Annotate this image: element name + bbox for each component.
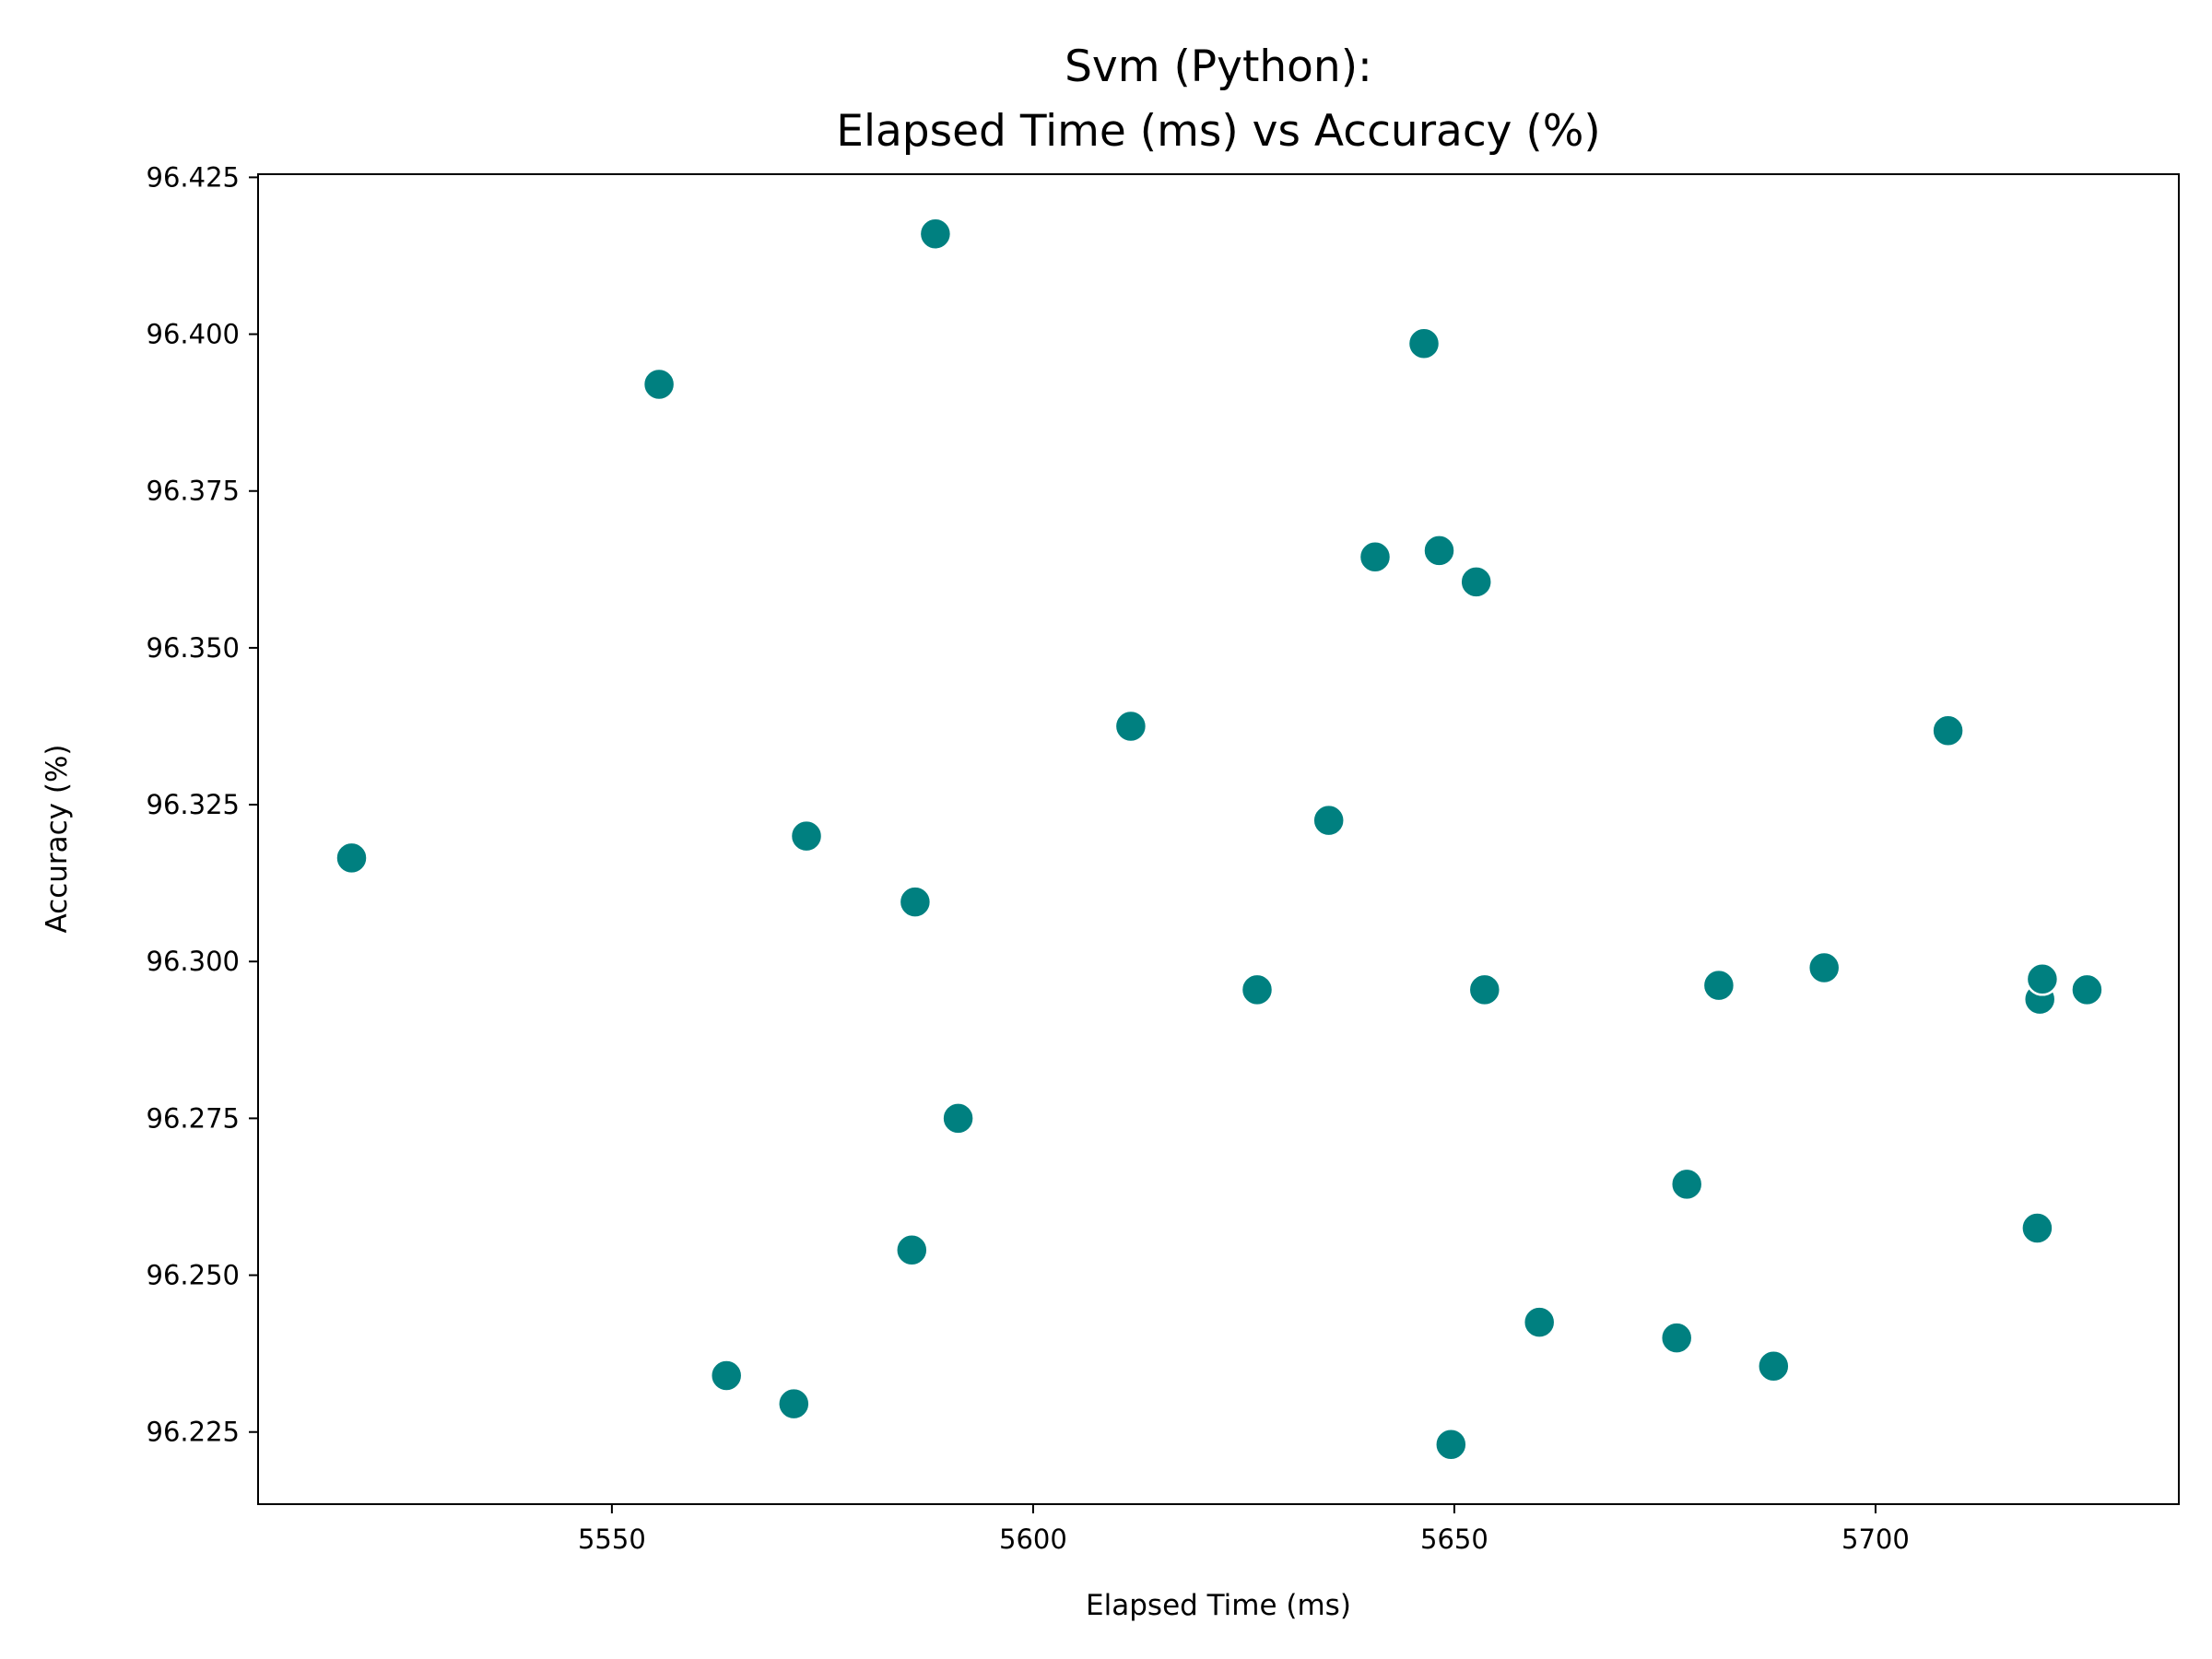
y-tick-label: 96.350 [147,632,240,664]
x-axis-label: Elapsed Time (ms) [1086,1589,1351,1622]
x-tick-label: 5600 [999,1524,1067,1555]
data-point [335,841,369,876]
x-tick-label: 5550 [578,1524,646,1555]
data-point [641,367,677,402]
data-point [789,818,824,853]
data-point [895,1233,929,1267]
y-tick-label: 96.250 [147,1260,240,1291]
data-point [1406,326,1441,361]
y-axis: 96.225 96.250 96.275 96.300 96.325 96.350 96.3… [147,161,258,1448]
data-point [1701,968,1736,1003]
data-point [1434,1428,1468,1462]
data-point [941,1101,975,1135]
data-point [777,1386,811,1421]
x-tick-label: 5650 [1420,1524,1488,1555]
y-tick-label: 96.300 [147,946,240,977]
data-point [1467,972,1502,1007]
data-point [1422,534,1456,568]
x-tick-label: 5700 [1841,1524,1910,1555]
y-tick-label: 96.425 [147,161,240,193]
data-point [2025,962,2060,996]
data-point [1522,1305,1557,1339]
data-point [1931,713,1965,747]
data-point [898,885,933,919]
data-point [1312,803,1346,838]
data-points [335,217,2104,1462]
y-tick-label: 96.325 [147,789,240,820]
data-point [1659,1321,1694,1355]
data-point [2070,972,2104,1007]
data-point [1113,709,1148,744]
data-point [1358,539,1393,574]
chart-title-line-2: Elapsed Time (ms) vs Accuracy (%) [836,106,1601,157]
y-tick-label: 96.400 [147,319,240,350]
data-point [1806,950,1841,985]
data-point [918,217,953,251]
data-point [709,1359,744,1393]
x-axis: 5550 5600 5650 5700 [578,1504,1910,1555]
y-tick-label: 96.225 [147,1417,240,1448]
data-point [1459,565,1493,599]
chart-title-line-1: Svm (Python): [1065,41,1372,92]
plot-frame [257,173,2180,1505]
y-axis-label: Accuracy (%) [41,744,74,933]
data-point [1669,1167,1704,1202]
y-tick-label: 96.275 [147,1102,240,1134]
data-point [2020,1211,2054,1245]
data-point [1757,1349,1791,1383]
data-point [1240,972,1275,1007]
y-tick-label: 96.375 [147,476,240,507]
